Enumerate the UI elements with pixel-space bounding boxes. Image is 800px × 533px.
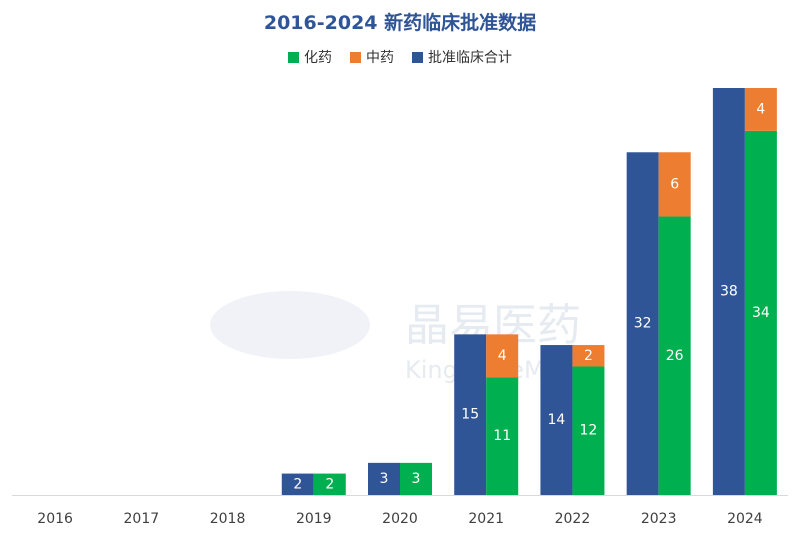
tick-label-2023: 2023	[641, 511, 677, 527]
legend-label-total: 批准临床合计	[428, 50, 512, 66]
bar-tcm-2022	[572, 345, 605, 367]
bar-total-2024	[712, 88, 745, 495]
bar-total-2022	[540, 345, 573, 495]
data-label-total-2023: 32	[634, 316, 652, 332]
tick-label-2021: 2021	[468, 511, 504, 527]
data-label-chemical-2021: 11	[493, 428, 511, 444]
data-label-chemical-2024: 34	[752, 305, 770, 321]
x-axis-ticks: 2016 2017 2018 2019 2020 2021 2022 2023 2024	[37, 511, 762, 527]
bar-chemical-2023	[658, 216, 691, 496]
legend-label-chemical: 化药	[304, 50, 332, 66]
data-label-total-2022: 14	[548, 412, 566, 428]
watermark: 晶易医药 KingeagleMed	[210, 291, 581, 384]
data-label-tcm-2023: 6	[670, 176, 679, 192]
data-label-chemical-2020: 3	[412, 471, 421, 487]
data-label-total-2024: 38	[720, 284, 738, 300]
tick-label-2017: 2017	[124, 511, 160, 527]
tick-label-2022: 2022	[555, 511, 591, 527]
legend-item-tcm: 中药	[350, 47, 394, 67]
tick-label-2018: 2018	[210, 511, 246, 527]
data-label-tcm-2021: 4	[498, 348, 507, 364]
bar-chemical-2019	[313, 473, 346, 495]
data-label-tcm-2024: 4	[756, 101, 765, 117]
tick-label-2020: 2020	[382, 511, 418, 527]
bar-total-2020	[368, 462, 400, 495]
data-label-total-2020: 3	[380, 471, 389, 487]
data-label-total-2021: 15	[461, 407, 479, 423]
data-label-tcm-2022: 2	[584, 348, 593, 364]
tick-label-2019: 2019	[296, 511, 332, 527]
legend-label-tcm: 中药	[366, 50, 394, 66]
bar-chemical-2020	[400, 462, 432, 495]
bar-chemical-2022	[572, 366, 605, 495]
data-label-chemical-2023: 26	[666, 348, 684, 364]
tick-label-2016: 2016	[37, 511, 73, 527]
chart-legend: 化药 中药 批准临床合计	[0, 47, 800, 67]
legend-swatch-chemical	[288, 51, 299, 63]
chart-title: 2016-2024 新药临床批准数据	[263, 12, 537, 34]
data-label-total-2019: 2	[293, 476, 302, 492]
bar-tcm-2024	[744, 88, 777, 131]
legend-item-chemical: 化药	[288, 47, 332, 67]
bar-tcm-2021	[486, 334, 519, 378]
bar-chemical-2021	[486, 377, 519, 495]
legend-swatch-tcm	[350, 51, 361, 63]
legend-swatch-total	[412, 51, 423, 63]
bar-tcm-2023	[658, 152, 691, 217]
data-label-chemical-2019: 2	[325, 476, 334, 492]
bar-chemical-2024	[744, 130, 777, 495]
watermark-logo-icon	[210, 291, 370, 359]
tick-label-2024: 2024	[727, 511, 763, 527]
bar-total-2019	[281, 473, 314, 495]
bar-total-2023	[626, 152, 659, 495]
bar-total-2021	[454, 334, 487, 495]
legend-item-total: 批准临床合计	[412, 47, 512, 67]
data-label-chemical-2022: 12	[580, 423, 598, 439]
bars-layer: 2 2 3 3 15 11 4 14 12 2 32 26 6 38 34 4	[281, 88, 777, 496]
